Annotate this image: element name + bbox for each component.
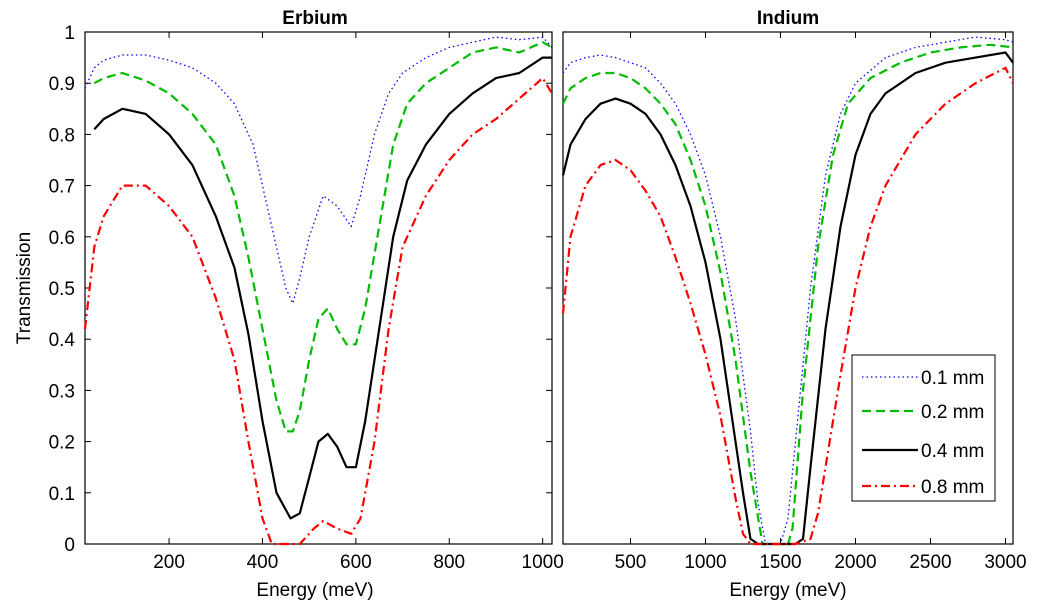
y-tick-label: 0.9 <box>49 74 75 95</box>
x-tick-label: 800 <box>433 552 465 573</box>
y-axis-label: Transmission <box>14 232 35 344</box>
y-tick-label: 0.2 <box>49 433 75 454</box>
y-tick-label: 0.5 <box>49 279 75 300</box>
y-tick-label: 0.3 <box>49 381 75 402</box>
indium-title: Indium <box>757 8 819 29</box>
series-line-0-4-mm <box>93 56 552 520</box>
y-tick-label: 0.6 <box>49 228 75 249</box>
x-tick-label: 1500 <box>759 552 801 573</box>
y-tick-label: 0.7 <box>49 177 75 198</box>
series-line-0-1-mm <box>84 36 553 305</box>
x-tick-label: 600 <box>340 552 372 573</box>
erbium-plot-area <box>84 31 553 545</box>
legend-label-0-1mm: 0.1 mm <box>921 368 984 389</box>
x-tick-label: 1000 <box>522 552 564 573</box>
indium-x-axis-label: Energy (meV) <box>729 580 846 601</box>
x-tick-label: 400 <box>247 552 279 573</box>
x-tick-label: 2000 <box>834 552 876 573</box>
x-tick-label: 500 <box>615 552 647 573</box>
erbium-title: Erbium <box>282 8 347 29</box>
series-line-0-2-mm <box>93 41 553 433</box>
series-line-0-8-mm <box>83 76 553 546</box>
y-tick-label: 0.8 <box>49 125 75 146</box>
series-line-0-1-mm <box>562 36 1014 545</box>
erbium-panel: Erbium 200 400 600 800 1000 0 0.1 0.2 0.3 0.4 0.5 0… <box>14 8 564 601</box>
indium-panel: Indium 500 1000 1500 2000 2500 3000 Energy (m… <box>561 8 1027 601</box>
x-tick-label: 200 <box>153 552 185 573</box>
x-tick-label: 3000 <box>984 552 1026 573</box>
y-tick-label: 0.4 <box>49 330 76 351</box>
legend: 0.1 mm 0.2 mm 0.4 mm 0.8 mm <box>851 354 996 502</box>
legend-box <box>851 354 996 502</box>
y-tick-label: 0.1 <box>49 484 75 505</box>
y-tick-label: 0 <box>64 535 75 556</box>
x-tick-label: 2500 <box>909 552 951 573</box>
x-tick-label: 1000 <box>684 552 726 573</box>
legend-label-0-2mm: 0.2 mm <box>921 402 984 423</box>
y-tick-label: 1 <box>64 23 75 44</box>
legend-label-0-8mm: 0.8 mm <box>921 477 984 498</box>
legend-label-0-4mm: 0.4 mm <box>921 441 984 462</box>
erbium-x-axis-label: Energy (meV) <box>256 580 373 601</box>
